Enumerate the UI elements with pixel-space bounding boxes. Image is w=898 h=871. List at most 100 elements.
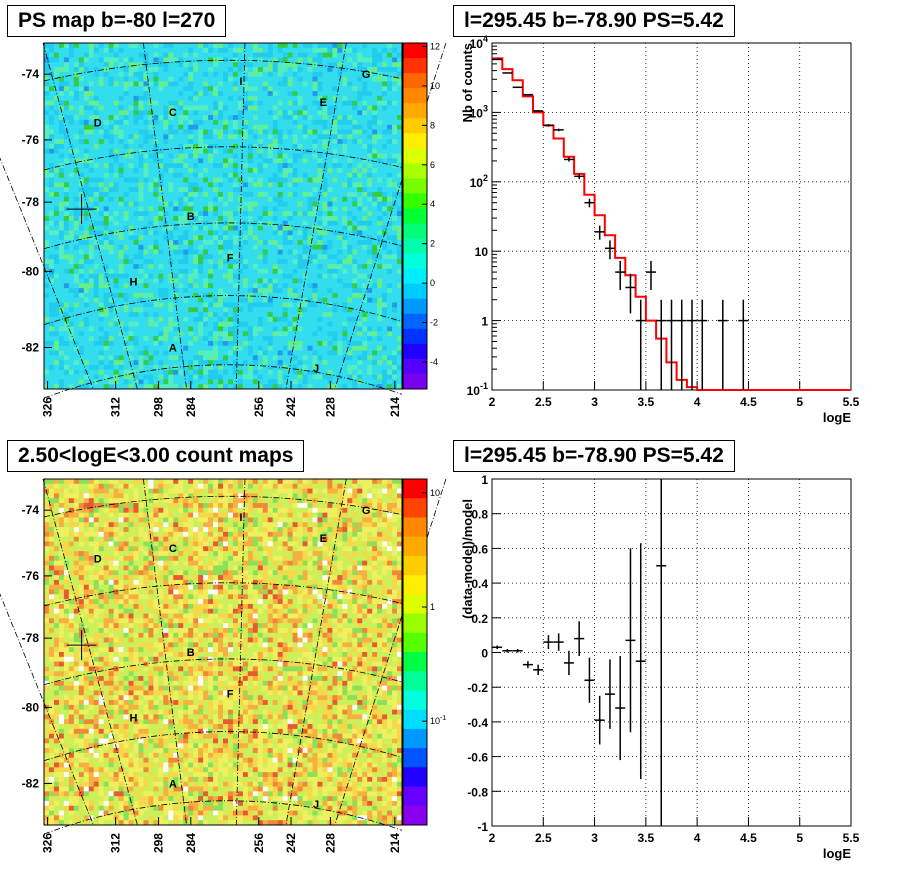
x-tick-label: 284	[184, 397, 198, 417]
region-label-b: B	[187, 211, 195, 223]
longitude-line	[285, 42, 347, 390]
colorbar-cell	[403, 373, 427, 390]
map-frame	[43, 478, 403, 826]
x-tick-label: 312	[109, 397, 123, 417]
x-tick-label: 5.5	[843, 395, 860, 409]
y-tick-label: -82	[22, 340, 40, 354]
x-tick-label: 298	[152, 397, 166, 417]
x-tick-label: 4.5	[740, 831, 757, 845]
colorbar-tick-label: 10	[430, 488, 440, 498]
colorbar-tick-label: 10-1	[430, 715, 446, 726]
x-tick-label: 242	[284, 397, 298, 417]
count-map-title: 2.50<logE<3.00 count maps	[7, 440, 305, 472]
colorbar-cell	[403, 613, 427, 634]
longitude-line	[235, 42, 246, 390]
x-tick-label: 256	[252, 397, 266, 417]
y-tick-label: -1	[477, 820, 488, 834]
colorbar-cell	[403, 238, 427, 255]
latitude-line	[43, 658, 403, 686]
colorbar-cell	[403, 652, 427, 672]
longitude-line	[285, 478, 347, 826]
colorbar-cell	[403, 313, 427, 330]
colorbar-cell	[403, 133, 427, 149]
colorbar-cell	[403, 208, 427, 225]
colorbar-cell	[403, 253, 427, 270]
spectrum-title: l=295.45 b=-78.90 PS=5.42	[453, 5, 735, 37]
colorbar-cell	[403, 748, 427, 768]
latitude-line	[43, 295, 403, 326]
x-tick-label: 4.5	[740, 395, 757, 409]
colorbar-tick-label: 0	[430, 278, 435, 288]
longitude-line	[42, 42, 138, 390]
y-tick-label: 1	[481, 473, 488, 487]
colorbar-cell	[403, 268, 427, 285]
longitude-line	[142, 42, 187, 390]
y-tick-label: 0.4	[471, 577, 488, 591]
y-tick-label: 10-1	[467, 381, 488, 398]
x-tick-label: 214	[388, 397, 402, 417]
region-label-c: C	[169, 543, 177, 555]
colorbar-cell	[403, 805, 427, 826]
region-label-h: H	[130, 277, 138, 289]
colorbar-cell	[403, 193, 427, 209]
y-tick-label: -78	[22, 195, 40, 209]
region-label-d: D	[94, 118, 102, 130]
colorbar-cell	[403, 328, 427, 345]
colorbar-cell	[403, 58, 427, 74]
y-tick-label: -0.2	[467, 681, 488, 695]
x-tick-label: 5	[796, 395, 803, 409]
region-label-e: E	[320, 533, 327, 545]
residual-title: l=295.45 b=-78.90 PS=5.42	[453, 440, 735, 472]
colorbar-tick-label: 10	[430, 81, 440, 91]
x-tick-label: 5	[796, 831, 803, 845]
y-tick-label: -0.6	[467, 751, 488, 765]
x-tick-label: 3.5	[638, 395, 655, 409]
latitude-line	[43, 364, 403, 399]
region-label-j: J	[313, 799, 319, 811]
longitude-line	[0, 157, 94, 390]
colorbar-cell	[403, 298, 427, 315]
y-tick-label: 0.2	[471, 612, 488, 626]
longitude-line	[42, 478, 138, 826]
colorbar-tick-label: 8	[430, 120, 435, 130]
x-tick-label: 298	[152, 833, 166, 853]
x-tick-label: 5.5	[843, 831, 860, 845]
region-label-d: D	[94, 554, 102, 566]
longitude-line	[235, 478, 246, 826]
colorbar-cell	[403, 690, 427, 711]
longitude-line	[142, 478, 187, 826]
colorbar-tick-label: 1	[430, 602, 435, 612]
ps-map-title: PS map b=-80 l=270	[7, 5, 227, 37]
colorbar-cell	[403, 163, 427, 179]
region-label-i: I	[239, 512, 242, 524]
x-axis-label: logE	[823, 846, 851, 861]
region-label-e: E	[320, 97, 327, 109]
y-tick-label: -80	[22, 700, 40, 714]
x-tick-label: 2	[489, 395, 496, 409]
colorbar-tick-label: -4	[430, 357, 438, 367]
colorbar-cell	[403, 786, 427, 807]
region-label-i: I	[239, 76, 242, 88]
x-tick-label: 242	[284, 833, 298, 853]
y-tick-label: -76	[22, 133, 40, 147]
x-tick-label: 3.5	[638, 831, 655, 845]
colorbar-tick-label: 12	[430, 41, 440, 51]
x-axis-label: logE	[823, 410, 851, 425]
x-tick-label: 326	[41, 397, 55, 417]
region-label-a: A	[169, 778, 177, 790]
y-tick-label: 0	[481, 647, 488, 661]
region-label-g: G	[362, 69, 371, 81]
region-label-h: H	[130, 713, 138, 725]
y-tick-label: 0.6	[471, 542, 488, 556]
x-tick-label: 2.5	[535, 395, 552, 409]
x-tick-label: 256	[252, 833, 266, 853]
y-tick-label: -0.4	[467, 716, 488, 730]
x-tick-label: 4	[694, 395, 701, 409]
region-label-f: F	[227, 253, 234, 265]
residual-frame	[491, 478, 852, 827]
colorbar-tick-label: 2	[430, 239, 435, 249]
x-tick-label: 214	[388, 833, 402, 853]
colorbar-cell	[403, 178, 427, 194]
region-label-g: G	[362, 505, 371, 517]
x-tick-label: 326	[41, 833, 55, 853]
